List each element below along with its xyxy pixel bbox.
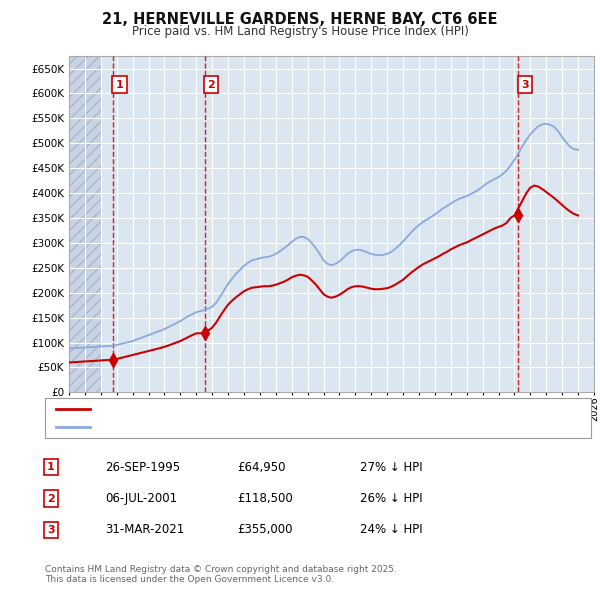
Text: £64,950: £64,950 (237, 461, 286, 474)
Text: 2: 2 (47, 494, 55, 503)
Text: 21, HERNEVILLE GARDENS, HERNE BAY, CT6 6EE (detached house): 21, HERNEVILLE GARDENS, HERNE BAY, CT6 6… (96, 404, 444, 414)
Text: 1: 1 (115, 80, 123, 90)
Text: Price paid vs. HM Land Registry's House Price Index (HPI): Price paid vs. HM Land Registry's House … (131, 25, 469, 38)
Text: HPI: Average price, detached house, Canterbury: HPI: Average price, detached house, Cant… (96, 421, 348, 431)
Text: 26-SEP-1995: 26-SEP-1995 (105, 461, 180, 474)
Text: £118,500: £118,500 (237, 492, 293, 505)
Text: 26% ↓ HPI: 26% ↓ HPI (360, 492, 422, 505)
Text: 3: 3 (521, 80, 529, 90)
Text: 06-JUL-2001: 06-JUL-2001 (105, 492, 177, 505)
Text: 31-MAR-2021: 31-MAR-2021 (105, 523, 184, 536)
Text: 3: 3 (47, 525, 55, 535)
Text: Contains HM Land Registry data © Crown copyright and database right 2025.
This d: Contains HM Land Registry data © Crown c… (45, 565, 397, 584)
Text: 24% ↓ HPI: 24% ↓ HPI (360, 523, 422, 536)
Bar (69, 56, 101, 392)
Text: 2: 2 (208, 80, 215, 90)
Text: 21, HERNEVILLE GARDENS, HERNE BAY, CT6 6EE: 21, HERNEVILLE GARDENS, HERNE BAY, CT6 6… (102, 12, 498, 27)
Text: £355,000: £355,000 (237, 523, 293, 536)
Text: 1: 1 (47, 463, 55, 472)
Text: 27% ↓ HPI: 27% ↓ HPI (360, 461, 422, 474)
